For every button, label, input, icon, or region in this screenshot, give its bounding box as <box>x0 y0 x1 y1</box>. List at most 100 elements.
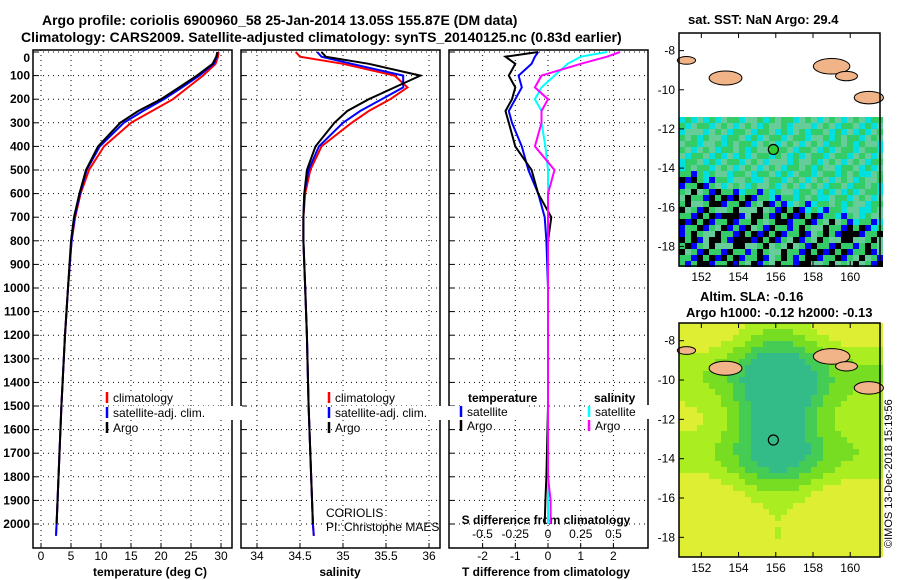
map-cell <box>697 401 703 407</box>
map-cell <box>853 129 859 135</box>
map-cell <box>799 255 805 261</box>
map-cell <box>793 129 799 135</box>
lon-tick-label: 160 <box>840 561 860 575</box>
map-cell <box>829 401 835 407</box>
map-cell <box>745 111 751 117</box>
map-cell <box>763 329 769 335</box>
map-cell <box>787 75 793 81</box>
map-cell <box>721 455 727 461</box>
map-cell <box>835 93 841 99</box>
map-cell <box>835 515 841 521</box>
map-cell <box>763 63 769 69</box>
map-cell <box>835 243 841 249</box>
map-cell <box>865 111 871 117</box>
depth-tick-label: 400 <box>10 139 30 153</box>
map-cell <box>853 455 859 461</box>
map-cell <box>739 87 745 93</box>
map-cell <box>793 87 799 93</box>
map-cell <box>739 527 745 533</box>
map-cell <box>769 129 775 135</box>
map-cell <box>745 201 751 207</box>
map-cell <box>823 461 829 467</box>
map-cell <box>799 117 805 123</box>
map-cell <box>691 63 697 69</box>
map-cell <box>781 407 787 413</box>
map-cell <box>799 261 805 267</box>
map-cell <box>727 353 733 359</box>
map-cell <box>793 261 799 267</box>
map-cell <box>817 255 823 261</box>
map-cell <box>811 377 817 383</box>
map-cell <box>787 57 793 63</box>
map-cell <box>817 497 823 503</box>
map-cell <box>793 383 799 389</box>
map-cell <box>697 437 703 443</box>
map-cell <box>703 401 709 407</box>
map-cell <box>775 255 781 261</box>
map-cell <box>811 81 817 87</box>
map-cell <box>823 111 829 117</box>
map-cell <box>775 377 781 383</box>
map-cell <box>775 261 781 267</box>
map-cell <box>829 207 835 213</box>
map-cell <box>853 99 859 105</box>
map-cell <box>757 431 763 437</box>
map-cell <box>775 171 781 177</box>
map-cell <box>703 347 709 353</box>
map-cell <box>757 371 763 377</box>
map-cell <box>769 249 775 255</box>
map-cell <box>787 485 793 491</box>
map-cell <box>715 479 721 485</box>
map-cell <box>751 105 757 111</box>
map-cell <box>733 455 739 461</box>
map-cell <box>847 515 853 521</box>
map-cell <box>739 213 745 219</box>
depth-tick-label: 1200 <box>3 328 30 342</box>
map-cell <box>739 359 745 365</box>
map-cell <box>823 491 829 497</box>
map-cell <box>739 63 745 69</box>
map-cell <box>817 99 823 105</box>
map-cell <box>847 395 853 401</box>
map-cell <box>703 515 709 521</box>
map-cell <box>715 111 721 117</box>
map-cell <box>739 515 745 521</box>
map-cell <box>739 81 745 87</box>
map-cell <box>685 443 691 449</box>
map-cell <box>817 225 823 231</box>
map-cell <box>703 177 709 183</box>
map-cell <box>745 249 751 255</box>
map-cell <box>817 395 823 401</box>
map-cell <box>817 129 823 135</box>
map-cell <box>859 33 865 39</box>
map-cell <box>721 111 727 117</box>
map-cell <box>685 81 691 87</box>
map-cell <box>811 57 817 63</box>
map-cell <box>721 389 727 395</box>
map-cell <box>769 165 775 171</box>
map-cell <box>787 383 793 389</box>
map-cell <box>727 183 733 189</box>
map-cell <box>775 141 781 147</box>
map-cell <box>757 449 763 455</box>
map-cell <box>721 207 727 213</box>
map-cell <box>853 87 859 93</box>
map-cell <box>823 419 829 425</box>
map-cell <box>703 551 709 557</box>
map-cell <box>799 69 805 75</box>
map-cell <box>685 195 691 201</box>
map-cell <box>769 521 775 527</box>
map-cell <box>709 201 715 207</box>
sla-map-title: Altim. SLA: -0.16 <box>700 289 804 304</box>
map-cell <box>733 401 739 407</box>
map-cell <box>835 479 841 485</box>
map-cell <box>859 147 865 153</box>
map-cell <box>859 81 865 87</box>
map-cell <box>745 377 751 383</box>
map-cell <box>763 147 769 153</box>
map-cell <box>715 425 721 431</box>
map-cell <box>865 171 871 177</box>
map-cell <box>733 225 739 231</box>
map-cell <box>775 225 781 231</box>
map-cell <box>799 455 805 461</box>
